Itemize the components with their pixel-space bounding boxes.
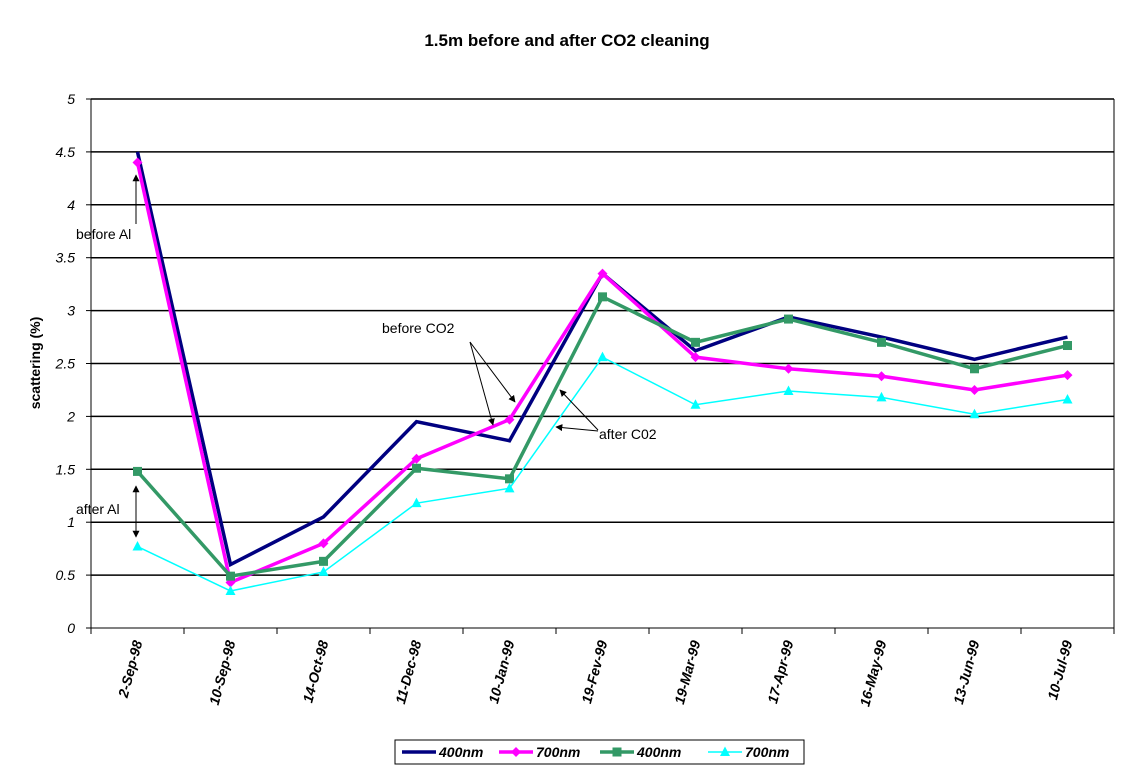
data-point <box>225 585 236 595</box>
y-tick-label: 5 <box>67 91 75 107</box>
series-lines <box>132 151 1073 595</box>
legend-item-1: 400nm <box>402 744 483 760</box>
data-point <box>969 408 980 419</box>
y-tick-label: 2.5 <box>55 356 76 372</box>
series-line <box>135 162 1068 585</box>
y-tick-label: 4.5 <box>56 144 76 160</box>
legend-item-4: 700nm <box>708 744 789 760</box>
y-axis-label: scattering (%) <box>27 317 43 410</box>
legend-label: 400nm <box>438 744 483 760</box>
data-point <box>511 747 521 757</box>
legend-item-3: 400nm <box>600 744 681 760</box>
data-point <box>598 292 607 302</box>
data-point <box>411 497 422 508</box>
y-tick-label: 1.5 <box>56 461 76 477</box>
data-point <box>318 538 329 549</box>
y-tick-label: 3.5 <box>56 250 76 266</box>
data-point <box>783 363 794 374</box>
x-tick-label: 2-Sep-98 <box>115 638 146 700</box>
y-tick-label: 0.5 <box>56 567 76 583</box>
data-point <box>133 466 142 476</box>
x-tick-label: 10-Sep-98 <box>206 638 239 706</box>
data-point <box>690 352 701 363</box>
data-point <box>132 541 143 551</box>
data-point <box>720 746 730 756</box>
axes <box>90 99 1115 634</box>
annotation-arrow <box>555 424 599 432</box>
x-tick-label: 10-Jan-99 <box>485 638 517 705</box>
data-point <box>1063 341 1072 351</box>
data-point <box>970 364 979 374</box>
data-point <box>504 414 515 425</box>
series-2 <box>132 157 1073 588</box>
data-point <box>612 747 622 757</box>
series-3 <box>133 292 1072 581</box>
legend-label: 400nm <box>636 744 681 760</box>
data-point <box>691 337 700 347</box>
series-4 <box>132 351 1073 595</box>
x-tick-label: 14-Oct-98 <box>299 638 331 704</box>
y-tick-label: 1 <box>67 514 75 530</box>
y-tick-label: 0 <box>67 620 75 636</box>
y-tick-labels: 0 0.5 1 1.5 2 2.5 3 3.5 4 4.5 5 <box>55 91 76 636</box>
x-tick-label: 19-Fev-99 <box>578 638 610 705</box>
x-tick-label: 17-Apr-99 <box>764 638 796 705</box>
grid-lines <box>86 98 1114 629</box>
annotation-arrow <box>469 341 516 403</box>
annotation-label: before Al <box>76 226 131 242</box>
data-point <box>319 556 328 566</box>
annotation-label: before CO2 <box>382 320 455 336</box>
data-point <box>597 351 608 362</box>
data-point <box>504 482 515 493</box>
data-point <box>597 268 608 279</box>
data-point <box>877 337 886 347</box>
data-point <box>226 571 235 581</box>
data-point <box>783 385 794 396</box>
y-tick-label: 3 <box>67 303 75 319</box>
x-tick-label: 13-Jun-99 <box>950 638 982 705</box>
data-point <box>1062 370 1073 381</box>
y-tick-label: 4 <box>67 197 75 213</box>
data-point <box>132 157 143 168</box>
chart-title: 1.5m before and after CO2 cleaning <box>424 31 709 50</box>
annotations: before Al after Al before CO2 after C02 <box>76 174 657 538</box>
legend: 400nm 700nm 400nm 700nm <box>394 739 805 765</box>
annotation-arrow <box>559 389 599 431</box>
data-point <box>690 399 701 409</box>
x-tick-label: 19-Mar-99 <box>671 638 703 705</box>
data-point <box>876 371 887 382</box>
data-point <box>412 463 421 473</box>
series-line <box>137 356 1068 592</box>
annotation-label: after C02 <box>599 426 657 442</box>
data-point <box>505 474 514 484</box>
x-tick-labels: 2-Sep-98 10-Sep-98 14-Oct-98 11-Dec-98 10-Ja… <box>115 638 1076 708</box>
y-tick-label: 2 <box>66 408 75 424</box>
legend-label: 700nm <box>536 744 580 760</box>
annotation-arrow <box>469 341 495 426</box>
data-point <box>411 453 422 464</box>
x-tick-label: 11-Dec-98 <box>392 638 424 705</box>
data-point <box>969 384 980 395</box>
x-tick-label: 16-May-99 <box>856 638 889 708</box>
data-point <box>876 391 887 402</box>
annotation-label: after Al <box>76 501 120 517</box>
data-point <box>318 566 329 576</box>
data-point <box>784 314 793 324</box>
legend-label: 700nm <box>745 744 789 760</box>
data-point <box>1062 393 1073 404</box>
x-tick-label: 10-Jul-99 <box>1044 638 1075 701</box>
legend-item-2: 700nm <box>499 744 580 760</box>
